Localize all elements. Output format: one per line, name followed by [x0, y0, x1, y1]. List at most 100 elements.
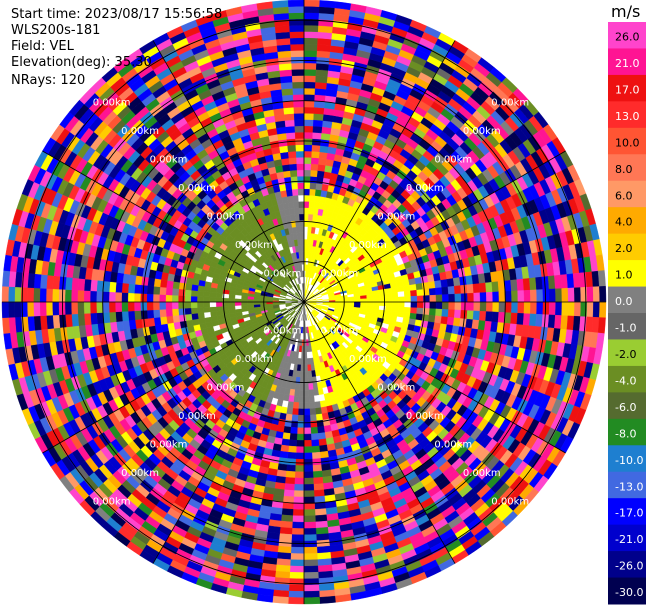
- range-gate: [285, 413, 293, 422]
- range-gate: [159, 294, 166, 303]
- range-gate: [71, 301, 79, 315]
- range-gate: [472, 283, 481, 294]
- range-gate: [134, 284, 142, 294]
- range-gate: [102, 291, 110, 303]
- range-gate: [83, 278, 92, 292]
- range-gate: [77, 301, 85, 315]
- range-gate: [442, 301, 449, 310]
- range-gate: [309, 414, 317, 422]
- range-gate: [121, 282, 130, 293]
- range-gate: [127, 301, 135, 312]
- range-gate: [240, 298, 248, 303]
- range-gate: [303, 31, 319, 39]
- range-gate: [140, 293, 148, 303]
- range-gate: [300, 358, 305, 366]
- range-gate: [586, 301, 594, 318]
- range-gate: [554, 314, 562, 330]
- range-gate: [33, 273, 42, 289]
- range-gate: [127, 292, 135, 303]
- range-gate: [478, 282, 487, 293]
- range-gate: [311, 157, 320, 165]
- range-gate: [315, 182, 323, 191]
- range-gate: [45, 301, 53, 316]
- range-gate: [441, 286, 449, 295]
- range-gate: [146, 293, 154, 303]
- range-gate: [26, 287, 35, 303]
- range-gate: [303, 201, 310, 208]
- range-gate: [209, 301, 217, 308]
- range-gate: [71, 313, 79, 327]
- range-gate: [293, 496, 305, 504]
- range-gate: [109, 281, 117, 293]
- range-gate: [307, 370, 313, 378]
- range-gate: [281, 438, 290, 447]
- range-gate: [165, 294, 173, 303]
- range-gate: [315, 533, 330, 541]
- range-gate: [291, 408, 299, 416]
- range-gate: [572, 315, 581, 332]
- range-gate: [2, 317, 11, 334]
- range-gate: [303, 75, 317, 83]
- range-gate: [560, 274, 569, 289]
- range-gate: [303, 383, 309, 391]
- range-gate: [289, 559, 305, 567]
- range-gate: [83, 290, 91, 303]
- range-gate: [390, 287, 399, 294]
- range-gate: [215, 301, 223, 307]
- range-gate: [316, 552, 332, 560]
- range-gate: [303, 194, 310, 202]
- range-gate: [108, 291, 116, 303]
- range-gate: [317, 37, 332, 46]
- range-gate: [303, 119, 314, 127]
- range-gate: [542, 301, 550, 316]
- range-gate: [294, 477, 305, 485]
- range-gate: [313, 476, 324, 485]
- range-gate: [297, 414, 305, 422]
- range-gate: [8, 286, 16, 303]
- range-gate: [27, 272, 36, 289]
- range-gate: [298, 396, 305, 403]
- range-gate: [288, 445, 297, 454]
- range-gate: [366, 298, 374, 303]
- range-gate: [404, 296, 412, 303]
- range-gate: [203, 296, 210, 303]
- range-gate: [504, 290, 512, 303]
- range-gate: [303, 138, 313, 146]
- range-gate: [290, 546, 305, 554]
- range-gate: [478, 311, 487, 322]
- range-gate: [303, 100, 315, 108]
- range-gate: [203, 301, 210, 308]
- range-gate: [303, 69, 317, 77]
- range-gate: [308, 383, 314, 391]
- range-gate: [366, 294, 374, 299]
- range-gate: [172, 281, 180, 290]
- range-gate: [517, 301, 525, 314]
- range-gate: [453, 309, 462, 319]
- range-gate: [317, 31, 333, 40]
- range-gate: [153, 278, 162, 288]
- range-gate: [303, 502, 316, 510]
- range-gate: [109, 311, 117, 323]
- range-gate: [303, 87, 316, 95]
- range-gate: [121, 292, 129, 303]
- range-gate: [209, 310, 218, 317]
- range-gate: [196, 307, 205, 314]
- range-gate: [446, 316, 455, 326]
- range-gate: [203, 311, 212, 318]
- range-gate: [319, 450, 329, 459]
- range-gate: [303, 433, 312, 441]
- range-gate: [542, 288, 550, 303]
- range-gate: [240, 304, 248, 309]
- range-gate: [27, 315, 36, 332]
- range-gate: [510, 312, 518, 325]
- range-gate: [452, 277, 461, 287]
- range-gate: [39, 315, 48, 330]
- range-gate: [312, 470, 323, 479]
- range-gate: [410, 289, 418, 297]
- range-gate: [384, 287, 392, 294]
- range-gate: [280, 514, 294, 523]
- range-gate: [303, 483, 315, 491]
- range-gate: [303, 527, 317, 535]
- range-gate: [203, 291, 211, 298]
- range-gate: [312, 464, 322, 472]
